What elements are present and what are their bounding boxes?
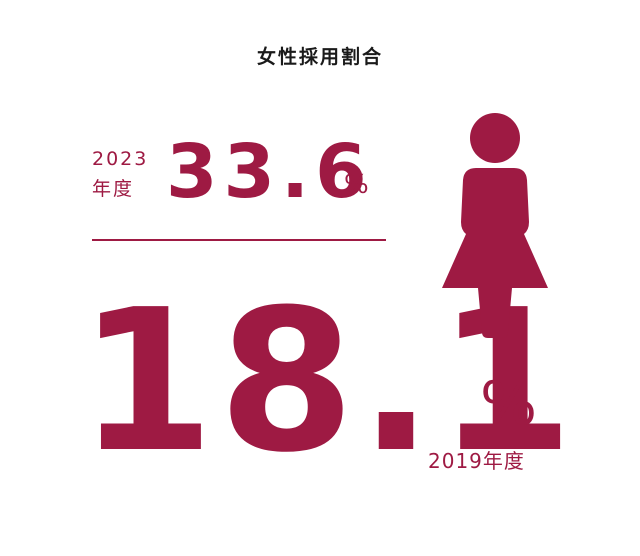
page-title: 女性採用割合 [256,46,383,68]
recent-unit: % [344,170,369,200]
figure-legs [478,288,512,338]
divider [92,239,386,241]
past-year-label: 2019年度 [428,449,525,473]
female-figure-icon [442,113,548,338]
recent-year-label: 2023 年度 [92,144,148,204]
recent-year-suffix: 年度 [92,178,135,200]
recent-stat: 2023 年度 33.6 % [92,128,392,228]
recent-year-number: 2023 [92,148,149,170]
figure-head [470,113,520,163]
recent-value: 33.6 [166,129,373,215]
figure-dress [442,168,548,288]
past-unit: % [480,369,538,439]
